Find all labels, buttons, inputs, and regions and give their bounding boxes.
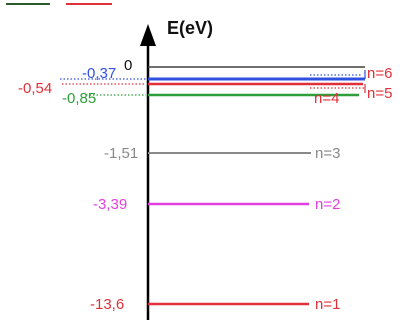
energy-label-n3: -1,51 xyxy=(104,145,138,162)
energy-label-n4: -0,85 xyxy=(62,90,96,107)
n-label-n5: n=5 xyxy=(367,85,392,102)
energy-label-n6: -0,37 xyxy=(82,65,116,82)
n-label-n4: n=4 xyxy=(314,90,339,107)
axis-title: E(eV) xyxy=(167,18,213,38)
n-label-n1: n=1 xyxy=(315,296,340,313)
zero-label: 0 xyxy=(124,57,132,74)
energy-axis-arrow-icon xyxy=(140,24,156,46)
energy-label-n1: -13,6 xyxy=(90,296,124,313)
n-label-n2: n=2 xyxy=(315,196,340,213)
energy-label-n2: -3,39 xyxy=(93,196,127,213)
energy-label-n5: -0,54 xyxy=(18,80,52,97)
n-label-n6: n=6 xyxy=(367,65,392,82)
n-label-n3: n=3 xyxy=(315,145,340,162)
